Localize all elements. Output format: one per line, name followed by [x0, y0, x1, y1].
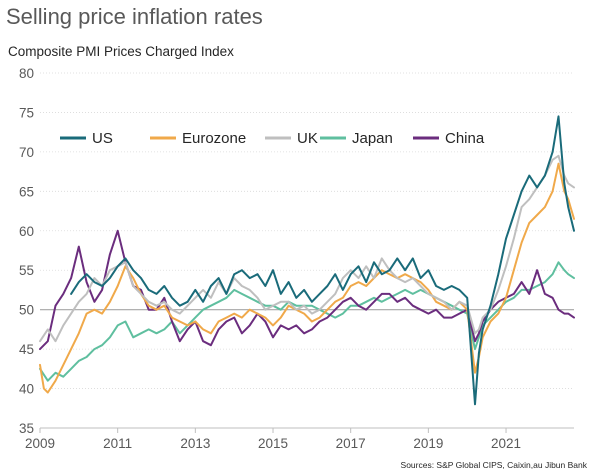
chart-title: Selling price inflation rates: [6, 4, 263, 29]
y-tick-label: 75: [19, 105, 34, 120]
y-tick-label: 50: [19, 303, 34, 318]
legend-item-uk: UK: [265, 130, 318, 147]
x-tick-labels: 2009 2011 2013 2015 2017 2019 2021: [25, 436, 521, 451]
legend-label: Eurozone: [182, 130, 246, 147]
legend: US Eurozone UK Japan China: [60, 130, 485, 147]
source-note: Sources: S&P Global CIPS, Caixin,au Jibu…: [400, 460, 587, 470]
y-axis-label: Composite PMI Prices Charged Index: [8, 44, 234, 59]
x-tick-label: 2009: [25, 436, 55, 451]
y-tick-label: 35: [19, 421, 34, 436]
y-tick-label: 70: [19, 145, 34, 160]
x-tick-label: 2015: [258, 436, 288, 451]
legend-item-japan: Japan: [320, 130, 393, 147]
x-tick-label: 2021: [491, 436, 521, 451]
y-tick-label: 80: [19, 66, 34, 81]
y-tick-label: 65: [19, 184, 34, 199]
legend-label: UK: [297, 130, 318, 147]
legend-item-china: China: [413, 130, 485, 147]
series-line-japan: [39, 261, 575, 382]
legend-label: Japan: [352, 130, 393, 147]
legend-label: China: [445, 130, 485, 147]
series-line-uk: [39, 154, 575, 343]
series-line-eurozone: [39, 162, 575, 394]
y-tick-label: 40: [19, 382, 34, 397]
legend-item-eurozone: Eurozone: [150, 130, 246, 147]
y-tick-label: 55: [19, 263, 34, 278]
x-tick-label: 2019: [413, 436, 443, 451]
series-lines: [39, 115, 575, 406]
legend-item-us: US: [60, 130, 113, 147]
x-tick-label: 2013: [180, 436, 210, 451]
y-tick-label: 45: [19, 342, 34, 357]
legend-label: US: [92, 130, 113, 147]
x-tick-label: 2017: [336, 436, 366, 451]
y-tick-label: 60: [19, 224, 34, 239]
y-tick-labels: 35 40 45 50 55 60 65 70 75 80: [19, 66, 34, 436]
gridlines: [39, 72, 574, 433]
series-line-us: [70, 115, 575, 406]
x-tick-label: 2011: [103, 436, 132, 451]
